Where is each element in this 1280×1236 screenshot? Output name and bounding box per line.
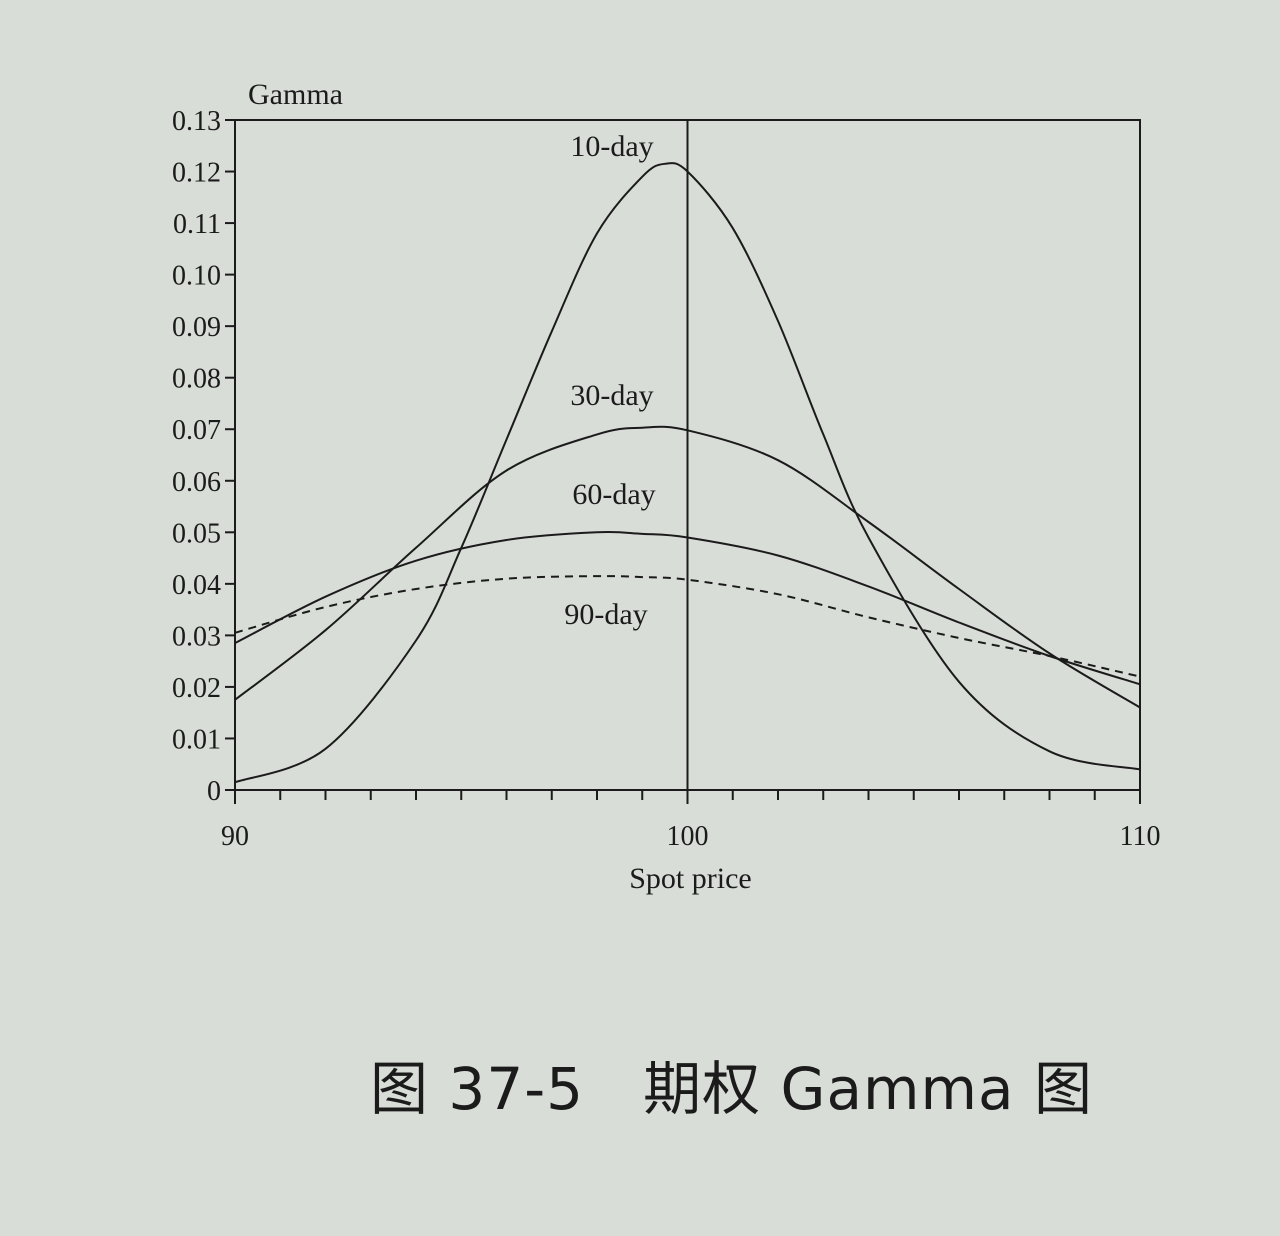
y-tick-label: 0.13 — [172, 106, 221, 137]
series-line-90-day — [234, 575, 1141, 678]
text-layer: 0 0.01 0.02 0.03 0.04 0.05 0.06 0.07 0.08 0.09 0.1… — [172, 78, 1160, 895]
y-tick-label: 0.07 — [172, 415, 221, 446]
x-tick-label: 110 — [1120, 821, 1161, 852]
y-tick-label: 0.08 — [172, 364, 221, 395]
x-tick-label: 90 — [221, 821, 249, 852]
figure-caption: 图 37-5 期权 Gamma 图 — [370, 1055, 1093, 1123]
y-tick-label: 0.12 — [172, 158, 221, 189]
series-line-60-day — [234, 531, 1141, 686]
x-tick-label: 100 — [667, 821, 709, 852]
y-tick-label: 0.06 — [172, 467, 221, 498]
y-tick-label: 0.10 — [172, 261, 221, 292]
y-tick-label: 0.05 — [172, 518, 221, 549]
series-label-90-day: 90-day — [564, 598, 647, 631]
y-tick-label: 0 — [207, 776, 221, 807]
series-label-30-day: 30-day — [570, 379, 653, 412]
series-label-60-day: 60-day — [572, 478, 655, 511]
y-tick-label: 0.01 — [172, 724, 221, 755]
series-line-30-day — [234, 425, 1141, 709]
y-tick-label: 0.02 — [172, 673, 221, 704]
series-line-10-day — [234, 162, 1141, 784]
series-layer — [234, 162, 1141, 784]
y-tick-label: 0.04 — [172, 570, 221, 601]
gamma-chart: 0 0.01 0.02 0.03 0.04 0.05 0.06 0.07 0.08 0.09 0.1… — [172, 78, 1160, 895]
y-axis-title: Gamma — [248, 78, 343, 111]
y-tick-label: 0.03 — [172, 621, 221, 652]
axis-ticks — [225, 119, 1141, 804]
y-tick-label: 0.11 — [173, 209, 221, 240]
series-label-10-day: 10-day — [570, 130, 653, 163]
x-axis-title: Spot price — [629, 862, 751, 895]
y-tick-label: 0.09 — [172, 312, 221, 343]
